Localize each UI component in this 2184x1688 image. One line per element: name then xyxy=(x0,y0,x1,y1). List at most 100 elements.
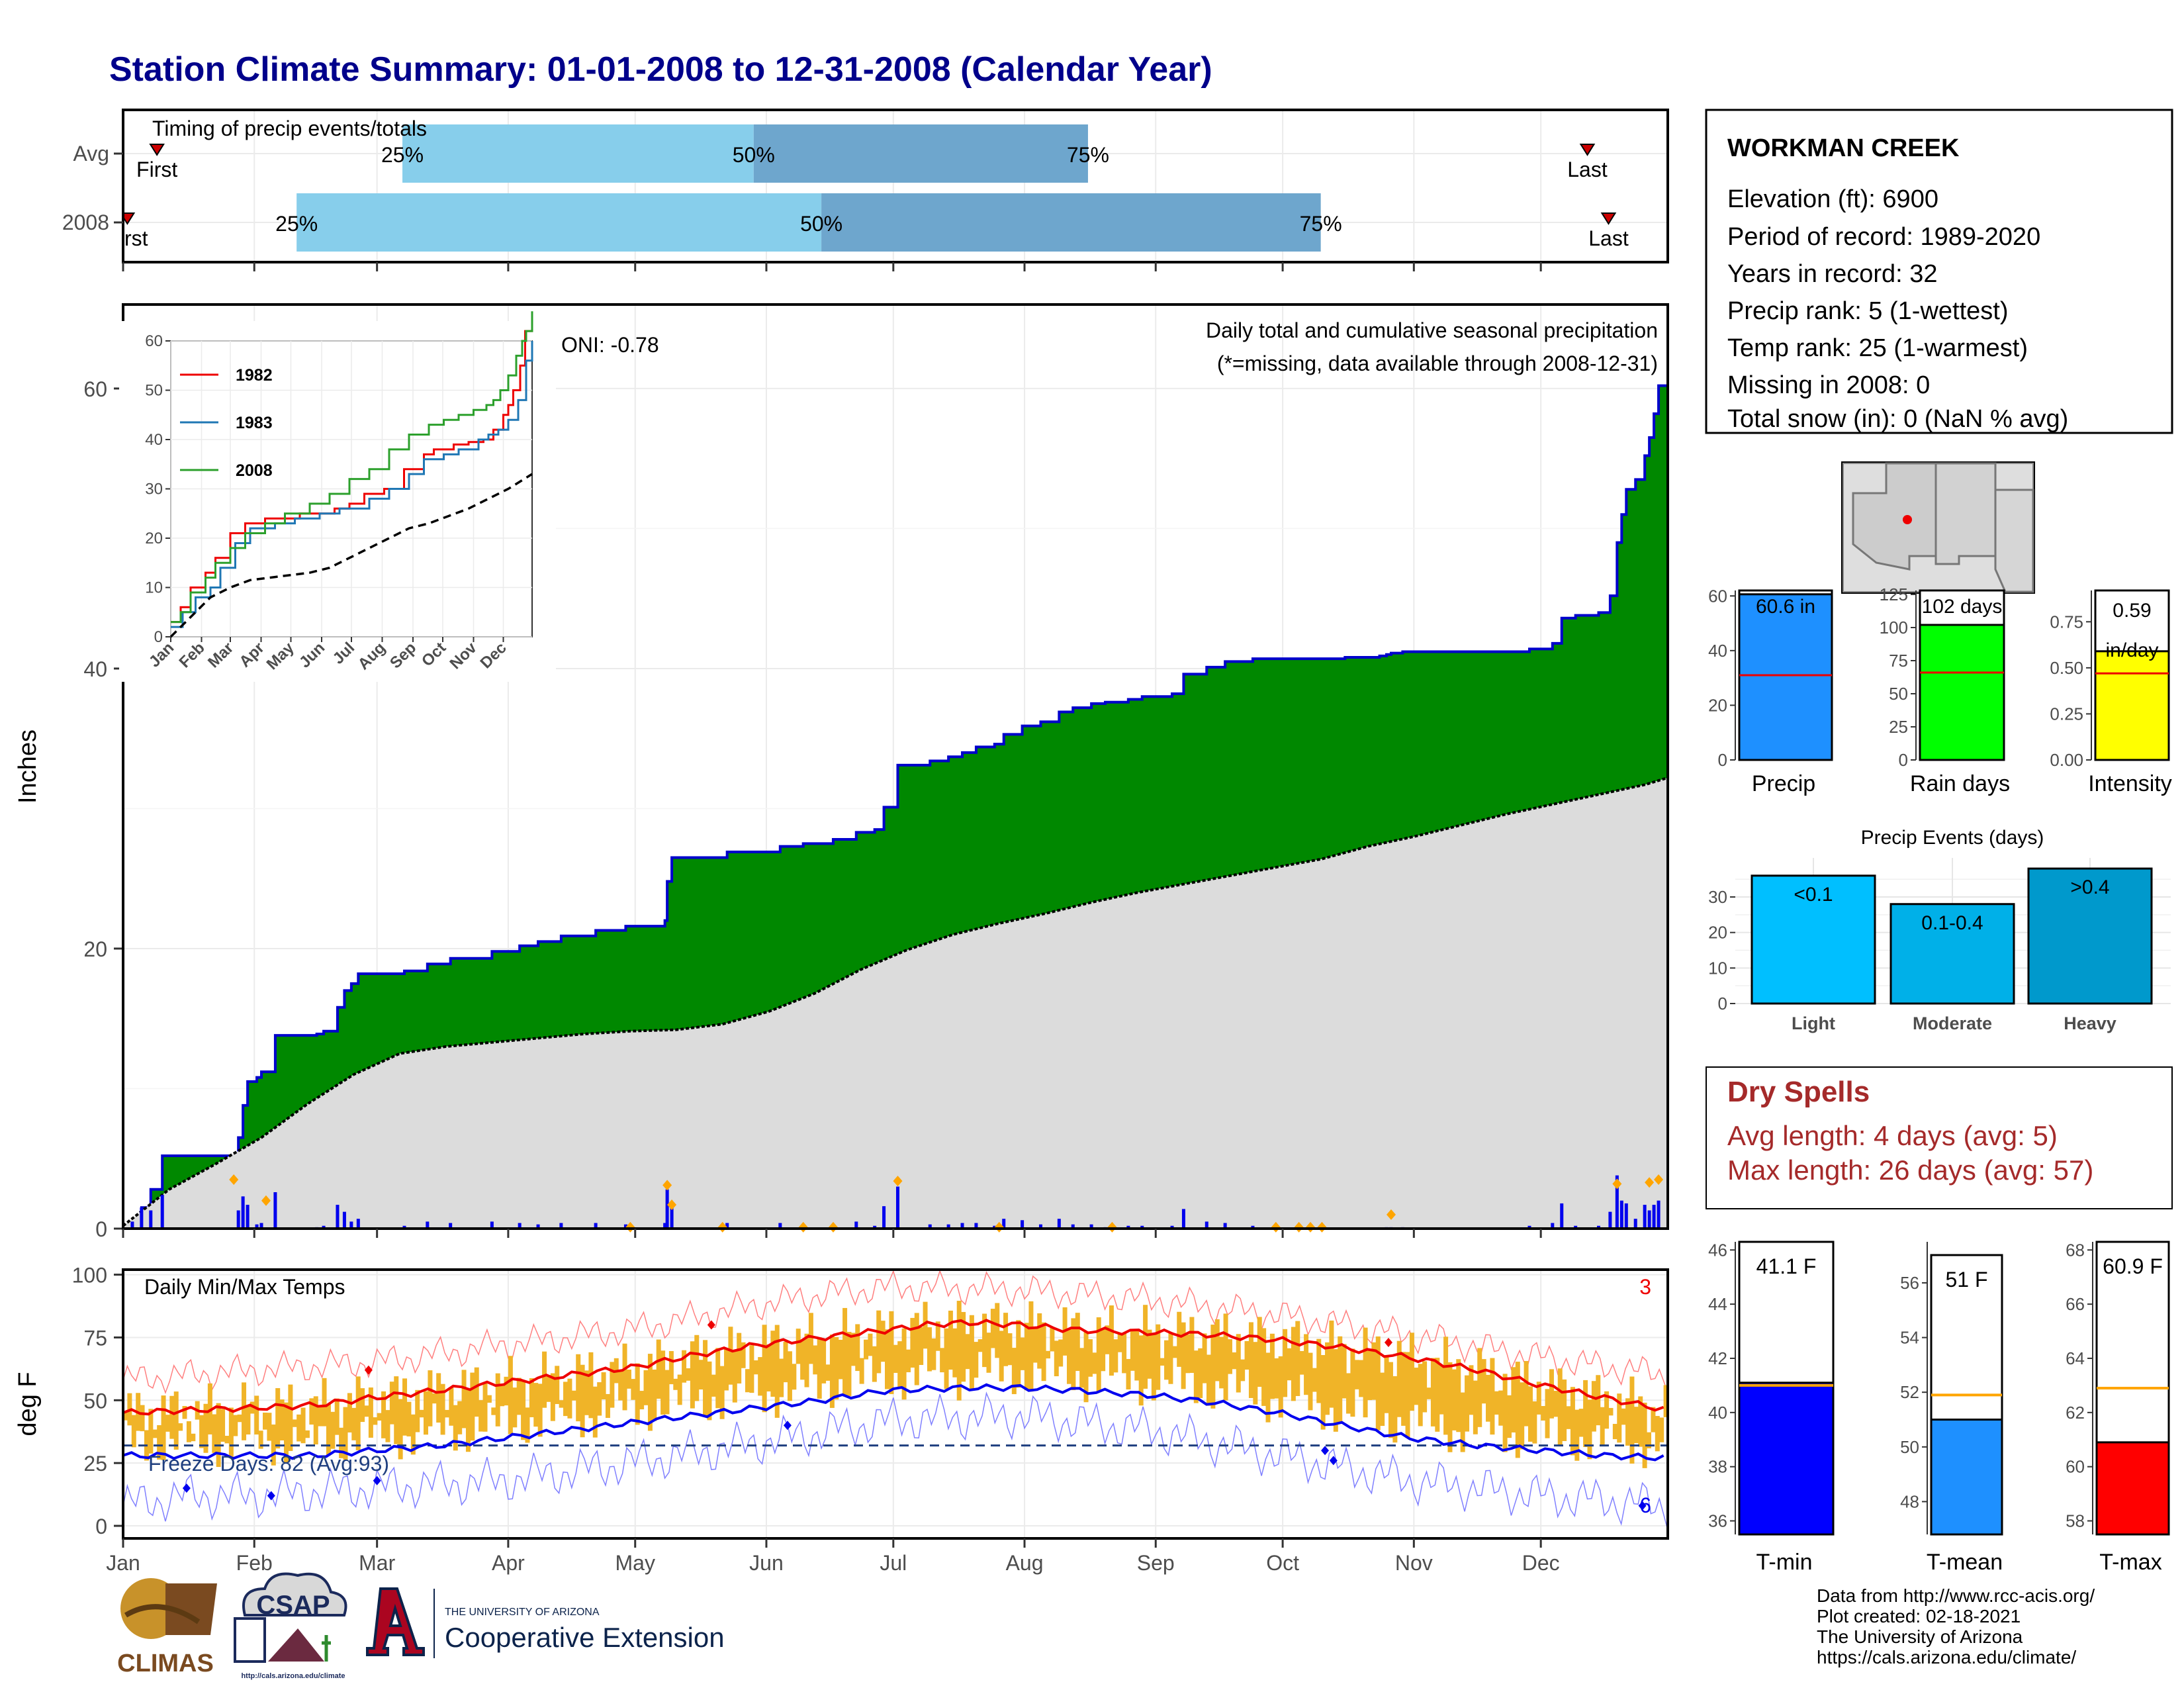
daily-precip-bar xyxy=(1205,1221,1208,1229)
daily-temp-range-bar xyxy=(1295,1321,1300,1396)
record-low-marker xyxy=(1329,1456,1338,1466)
daily-temp-range-bar xyxy=(1388,1362,1393,1438)
daily-precip-bar xyxy=(882,1206,886,1229)
daily-temp-range-bar xyxy=(220,1409,226,1442)
daily-temp-range-bar xyxy=(178,1423,183,1431)
mini-bar-value xyxy=(1738,593,1833,761)
daily-temp-range-bar xyxy=(864,1339,869,1360)
climas-swoosh-icon xyxy=(124,1604,201,1624)
daily-temp-range-bar xyxy=(1087,1339,1093,1377)
daily-temp-range-bar xyxy=(1617,1393,1622,1443)
temp-bar-tick-label: 60 xyxy=(2066,1457,2085,1477)
daily-temp-range-bar xyxy=(368,1387,373,1438)
climas-logo-text: CLIMAS xyxy=(117,1650,214,1677)
daily-temp-range-bar xyxy=(956,1301,962,1401)
csap-grid-icon xyxy=(234,1617,266,1663)
daily-temp-range-bar xyxy=(1185,1335,1191,1374)
daily-temp-range-bar xyxy=(563,1382,569,1417)
daily-temp-range-bar xyxy=(1283,1329,1288,1397)
ua-logo: THE UNIVERSITY OF ARIZONA Cooperative Ex… xyxy=(366,1587,725,1658)
daily-temp-range-bar xyxy=(1527,1386,1533,1442)
daily-temp-range-bar xyxy=(123,1413,128,1421)
daily-temp-range-bar xyxy=(161,1395,166,1460)
inset-ytick-label: 10 xyxy=(145,579,163,597)
ua-block-a-icon xyxy=(366,1587,425,1656)
daily-temp-range-bar xyxy=(283,1402,289,1463)
daily-temp-range-bar xyxy=(948,1310,953,1370)
daily-temp-range-bar xyxy=(508,1356,513,1434)
daily-temp-range-bar xyxy=(880,1321,886,1362)
daily-precip-bar xyxy=(518,1223,522,1229)
normal-precip-line xyxy=(122,776,1668,1227)
daily-temp-range-bar xyxy=(850,1333,856,1366)
daily-temp-range-bar xyxy=(1371,1342,1377,1400)
daily-temp-range-bar xyxy=(246,1405,251,1435)
daily-temp-range-bar xyxy=(965,1334,970,1370)
daily-temp-range-bar xyxy=(1557,1368,1563,1446)
daily-precip-bar xyxy=(1551,1223,1555,1229)
daily-precip-bar xyxy=(1624,1203,1628,1229)
daily-temp-range-bar xyxy=(787,1351,792,1401)
temp-bar-tick-label: 48 xyxy=(1900,1491,1919,1511)
daily-temp-range-bar xyxy=(1265,1352,1271,1423)
daily-temp-range-bar xyxy=(1147,1329,1152,1379)
daily-temp-range-bar xyxy=(647,1354,653,1431)
daily-precip-bar xyxy=(1608,1211,1612,1229)
daily-temp-range-bar xyxy=(533,1383,539,1427)
daily-temp-range-bar xyxy=(1134,1330,1140,1381)
events-bar xyxy=(1889,903,2015,1005)
daily-precip-bar xyxy=(449,1223,453,1229)
daily-temp-range-bar xyxy=(1338,1336,1343,1423)
daily-temp-range-bar xyxy=(732,1351,737,1403)
daily-precip-bar xyxy=(1140,1225,1144,1229)
last-event-marker xyxy=(1600,212,1617,225)
mini-bar-tick-label: 75 xyxy=(1889,651,1908,671)
daily-temp-range-bar xyxy=(482,1383,488,1432)
inset-ytick-label: 20 xyxy=(145,530,163,547)
daily-temp-range-bar xyxy=(191,1433,196,1442)
daily-temp-range-bar xyxy=(373,1417,378,1425)
daily-temp-range-bar xyxy=(855,1324,860,1372)
page-title: Station Climate Summary: 01-01-2008 to 1… xyxy=(109,50,1212,89)
month-tick-label: Oct xyxy=(1266,1551,1299,1575)
daily-precip-bar xyxy=(960,1223,964,1229)
temp-bar-value-label: 51 F xyxy=(1945,1268,1987,1291)
daily-temp-range-bar xyxy=(1612,1424,1617,1440)
temp-ylabel: deg F xyxy=(14,1372,42,1436)
daily-temp-range-bar xyxy=(821,1338,827,1383)
daily-precip-bar xyxy=(1181,1209,1185,1229)
daily-temp-range-bar xyxy=(1346,1373,1351,1414)
daily-temp-range-bar xyxy=(1469,1365,1474,1415)
daily-avg-marker xyxy=(662,1180,672,1191)
daily-temp-range-bar xyxy=(1409,1333,1414,1411)
mini-bar-label: Intensity xyxy=(2088,771,2172,796)
daily-temp-range-bar xyxy=(1414,1368,1419,1405)
daily-temp-range-bar xyxy=(1046,1350,1050,1359)
daily-temp-range-bar xyxy=(1541,1406,1546,1421)
daily-temp-range-bar xyxy=(1430,1358,1435,1427)
daily-temp-range-bar xyxy=(1028,1301,1034,1392)
daily-temp-range-bar xyxy=(267,1413,272,1441)
daily-precip-bar xyxy=(349,1221,353,1229)
timing-panel: 25% 50% 75% First Last Avg 25% 50% 75% First Last 2… xyxy=(62,109,1669,271)
csap-logo: CSAP http://cals.arizona.edu/climate xyxy=(234,1572,347,1680)
record-high-marker xyxy=(1384,1338,1392,1348)
daily-temp-range-bar xyxy=(1130,1329,1135,1371)
daily-precip-bar xyxy=(336,1205,340,1229)
daily-temp-range-bar xyxy=(1316,1338,1322,1403)
daily-temp-range-bar xyxy=(173,1391,179,1450)
daily-temp-range-bar xyxy=(1647,1432,1652,1448)
daily-temp-range-bar xyxy=(1299,1350,1304,1375)
daily-temp-range-bar xyxy=(1515,1362,1520,1458)
daily-temp-range-bar xyxy=(339,1427,344,1458)
daily-temp-range-bar xyxy=(1024,1323,1030,1391)
temp-bar-value xyxy=(2095,1441,2170,1536)
daily-temp-range-bar xyxy=(1659,1417,1664,1442)
daily-temp-range-bar xyxy=(318,1405,323,1427)
mini-bar-tick-label: 0.25 xyxy=(2050,704,2083,724)
daily-temp-range-bar xyxy=(1164,1340,1169,1380)
last-event-label: Last xyxy=(1567,158,1608,181)
daily-temp-range-bar xyxy=(300,1407,306,1444)
daily-temp-range-bar xyxy=(694,1335,700,1401)
daily-temp-range-bar xyxy=(707,1361,712,1421)
